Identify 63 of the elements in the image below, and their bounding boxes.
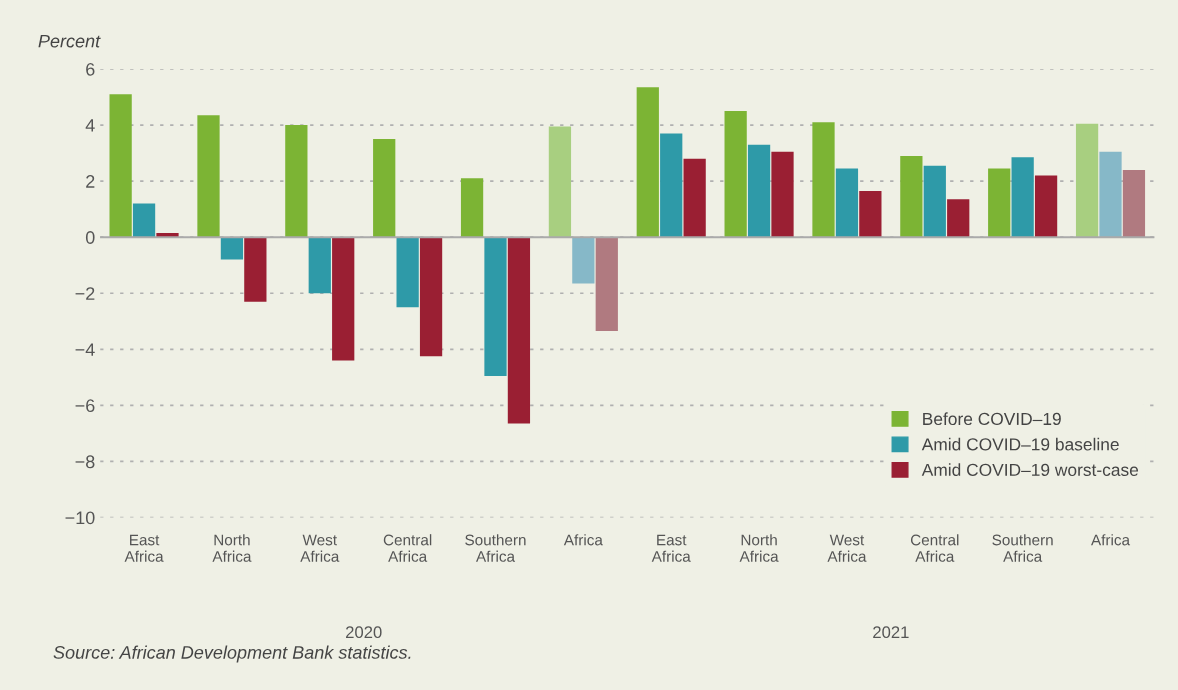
bar xyxy=(900,155,923,238)
bar xyxy=(308,237,331,294)
bar xyxy=(396,237,419,308)
bar xyxy=(332,237,355,361)
x-tick-label: Africa xyxy=(563,534,603,546)
bar xyxy=(484,237,507,376)
bar xyxy=(923,165,946,238)
bar xyxy=(636,87,659,238)
y-tick-label: 6 xyxy=(86,62,95,76)
bar xyxy=(132,203,156,238)
y-axis-title: Percent xyxy=(38,34,101,48)
y-tick-label: 0 xyxy=(85,231,95,244)
bar xyxy=(724,111,747,238)
x-tick-label: North Africa xyxy=(212,534,252,562)
x-tick-label: Central Africa xyxy=(383,534,432,562)
bar xyxy=(812,122,835,238)
bar xyxy=(835,168,859,238)
source-note: Source: African Development Bank statistics. xyxy=(53,645,411,663)
y-tick-label: 4 xyxy=(85,119,95,132)
x-tick-label: Southern Africa xyxy=(992,534,1053,562)
bar xyxy=(507,237,531,424)
y-tick-label: −6 xyxy=(75,399,95,413)
legend-label: Amid COVID–19 baseline xyxy=(921,437,1119,451)
bar xyxy=(572,237,595,284)
x-tick-label: Central Africa xyxy=(910,534,959,562)
y-tick-label: −2 xyxy=(75,287,95,300)
y-tick-label: 2 xyxy=(86,175,95,188)
y-tick-label: −4 xyxy=(75,343,95,356)
bar xyxy=(109,94,132,238)
bar xyxy=(197,115,220,238)
x-tick-label: East Africa xyxy=(651,534,691,562)
bar xyxy=(683,158,706,238)
bar xyxy=(460,178,484,238)
text: 2020 xyxy=(346,626,382,639)
text: 2021 xyxy=(873,626,909,639)
bar xyxy=(1075,123,1099,238)
legend-label: Amid COVID–19 worst-case xyxy=(921,463,1139,477)
bar xyxy=(1011,157,1034,238)
x-tick-label: West Africa xyxy=(300,534,340,562)
bar xyxy=(1122,169,1146,238)
bar xyxy=(660,133,683,238)
bar xyxy=(747,144,771,238)
bar xyxy=(373,139,396,238)
y-tick-label: −8 xyxy=(75,455,95,469)
bar xyxy=(988,168,1011,238)
legend-label: Before COVID–19 xyxy=(923,412,1061,426)
bar xyxy=(595,237,618,332)
bar xyxy=(1099,151,1122,238)
x-tick-label: Southern Africa xyxy=(465,534,526,562)
bar xyxy=(285,125,308,238)
bar xyxy=(548,126,572,238)
y-tick-label: −10 xyxy=(65,511,95,525)
x-tick-label: Africa xyxy=(1091,534,1131,546)
bar xyxy=(220,237,244,260)
bar xyxy=(1034,175,1058,238)
bar xyxy=(947,199,970,238)
x-tick-label: North Africa xyxy=(739,534,779,562)
x-tick-label: East Africa xyxy=(124,534,164,562)
x-tick-label: West Africa xyxy=(827,534,867,562)
bar xyxy=(244,237,267,302)
bar xyxy=(771,151,794,238)
bar xyxy=(859,190,882,238)
bar xyxy=(419,237,443,357)
